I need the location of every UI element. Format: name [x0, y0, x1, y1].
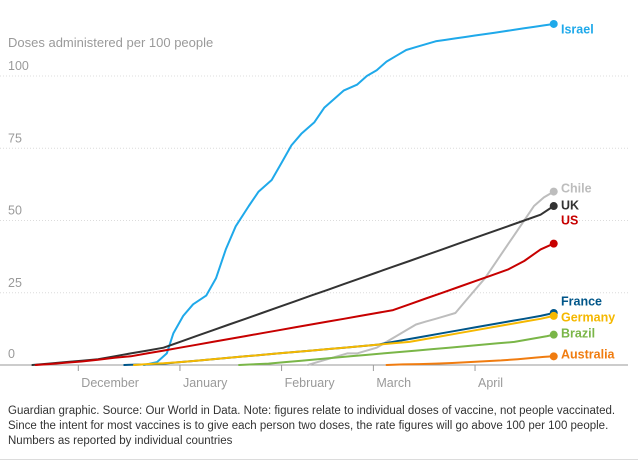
- series-line-brazil: [238, 333, 555, 366]
- y-tick-label: 75: [8, 131, 22, 145]
- series-label-brazil: Brazil: [561, 327, 595, 341]
- series-end-dot-us: [549, 239, 558, 248]
- series-line-uk: [31, 205, 555, 366]
- grid: [0, 75, 628, 366]
- chart-title: Doses administered per 100 people: [8, 35, 213, 50]
- series-label-israel: Israel: [561, 23, 594, 37]
- series-end-dot-australia: [549, 352, 558, 361]
- x-axis-ticks: December January February March April: [77, 365, 503, 390]
- series-line-australia: [385, 355, 555, 366]
- series-label-chile: Chile: [561, 182, 592, 196]
- series-label-germany: Germany: [561, 311, 615, 325]
- x-tick-label: December: [81, 376, 139, 390]
- bottom-rule: [0, 459, 638, 460]
- series-end-dot-israel: [549, 19, 558, 28]
- series-line-israel: [142, 23, 555, 366]
- y-tick-label: 25: [8, 276, 22, 290]
- y-axis-ticks: 0 25 50 75 100: [8, 59, 29, 361]
- vaccine-doses-chart: Doses administered per 100 people 0 25 50 7…: [0, 19, 628, 390]
- x-tick-label: March: [376, 376, 411, 390]
- y-tick-label: 50: [8, 204, 22, 218]
- x-tick-label: January: [183, 376, 228, 390]
- x-tick-label: April: [478, 376, 503, 390]
- series-end-dot-brazil: [549, 330, 558, 339]
- series-line-chile: [306, 190, 555, 366]
- series-end-dot-germany: [549, 311, 558, 320]
- y-tick-label: 100: [8, 59, 29, 73]
- series-end-dot-uk: [549, 202, 558, 211]
- x-tick-label: February: [285, 376, 336, 390]
- y-tick-label: 0: [8, 347, 15, 361]
- series-lines: [31, 23, 555, 366]
- series-line-us: [34, 242, 555, 366]
- series-line-germany: [133, 314, 555, 366]
- footnote: Guardian graphic. Source: Our World in D…: [8, 405, 616, 447]
- series-label-france: France: [561, 295, 602, 309]
- series-label-us: US: [561, 214, 578, 228]
- series-label-uk: UK: [561, 199, 579, 213]
- series-label-australia: Australia: [561, 348, 616, 362]
- series-end-dot-chile: [549, 187, 558, 196]
